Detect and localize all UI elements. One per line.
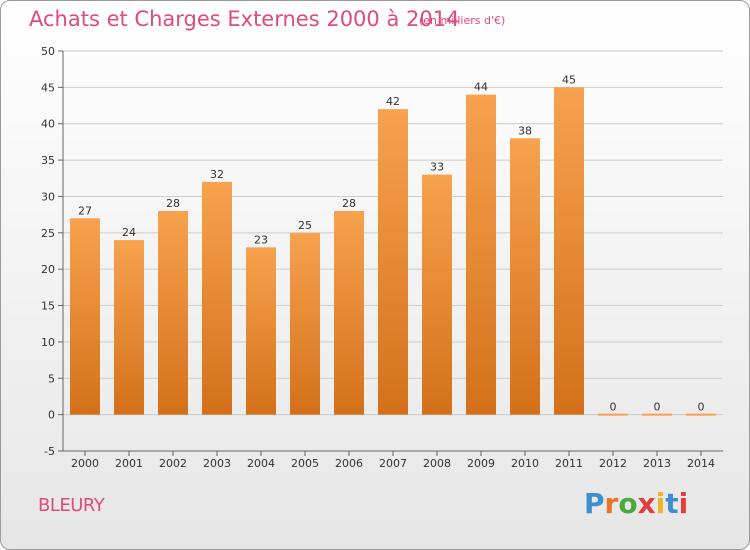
y-tick-label: 10: [41, 336, 55, 349]
logo-letter: x: [637, 487, 656, 520]
bar: [510, 138, 540, 415]
y-tick-label: 5: [48, 372, 55, 385]
x-tick-label: 2014: [687, 457, 715, 470]
bar-value-label: 45: [562, 73, 576, 86]
bar-value-label: 27: [78, 204, 92, 217]
y-tick-label: 20: [41, 263, 55, 276]
bar-value-label: 0: [654, 401, 661, 414]
bar-value-label: 25: [298, 219, 312, 232]
logo-letter: o: [618, 487, 638, 520]
x-tick-label: 2007: [379, 457, 407, 470]
x-tick-label: 2002: [159, 457, 187, 470]
x-tick-label: 2006: [335, 457, 363, 470]
bar: [114, 240, 144, 415]
bar: [422, 174, 452, 415]
chart-title: Achats et Charges Externes 2000 à 2014: [29, 7, 460, 31]
bar-value-label: 28: [342, 197, 356, 210]
x-tick-label: 2003: [203, 457, 231, 470]
y-tick-label: 35: [41, 154, 55, 167]
bar-value-label: 0: [610, 401, 617, 414]
x-tick-label: 2005: [291, 457, 319, 470]
y-tick-label: 45: [41, 81, 55, 94]
bar: [686, 413, 716, 416]
bar: [378, 109, 408, 415]
x-tick-label: 2001: [115, 457, 143, 470]
bar-value-label: 38: [518, 124, 532, 137]
y-tick-label: 15: [41, 300, 55, 313]
y-tick-label: 25: [41, 227, 55, 240]
logo-letter: t: [665, 487, 679, 520]
bar-value-label: 0: [698, 401, 705, 414]
commune-name: BLEURY: [38, 495, 105, 516]
bar: [246, 247, 276, 415]
bar-value-label: 42: [386, 95, 400, 108]
bar: [158, 211, 188, 415]
bar-value-label: 33: [430, 161, 444, 174]
y-tick-label: 40: [41, 118, 55, 131]
bar: [642, 413, 672, 416]
x-tick-label: 2010: [511, 457, 539, 470]
x-tick-label: 2013: [643, 457, 671, 470]
bar: [554, 87, 584, 415]
chart-subtitle: (en milliers d'€): [419, 14, 506, 27]
bar: [70, 218, 100, 415]
bar: [202, 181, 232, 415]
bar-value-label: 32: [210, 168, 224, 181]
logo-letter: P: [584, 487, 605, 520]
x-tick-label: 2008: [423, 457, 451, 470]
y-tick-label: -5: [44, 445, 55, 458]
x-tick-label: 2000: [71, 457, 99, 470]
bar: [466, 94, 496, 415]
bar-value-label: 28: [166, 197, 180, 210]
bar: [290, 232, 320, 415]
x-tick-label: 2004: [247, 457, 275, 470]
x-tick-label: 2009: [467, 457, 495, 470]
logo-letter: r: [604, 487, 619, 520]
logo-letter: i: [678, 487, 689, 520]
x-tick-label: 2011: [555, 457, 583, 470]
logo-letter: i: [655, 487, 666, 520]
x-tick-label: 2012: [599, 457, 627, 470]
bar-value-label: 24: [122, 226, 136, 239]
bar: [598, 413, 628, 416]
y-tick-label: 30: [41, 190, 55, 203]
bar-value-label: 23: [254, 233, 268, 246]
y-tick-label: 50: [41, 45, 55, 58]
bar-value-label: 44: [474, 81, 488, 94]
proxiti-logo[interactable]: Proxiti: [584, 487, 688, 520]
bar: [334, 211, 364, 415]
y-tick-label: 0: [48, 409, 55, 422]
